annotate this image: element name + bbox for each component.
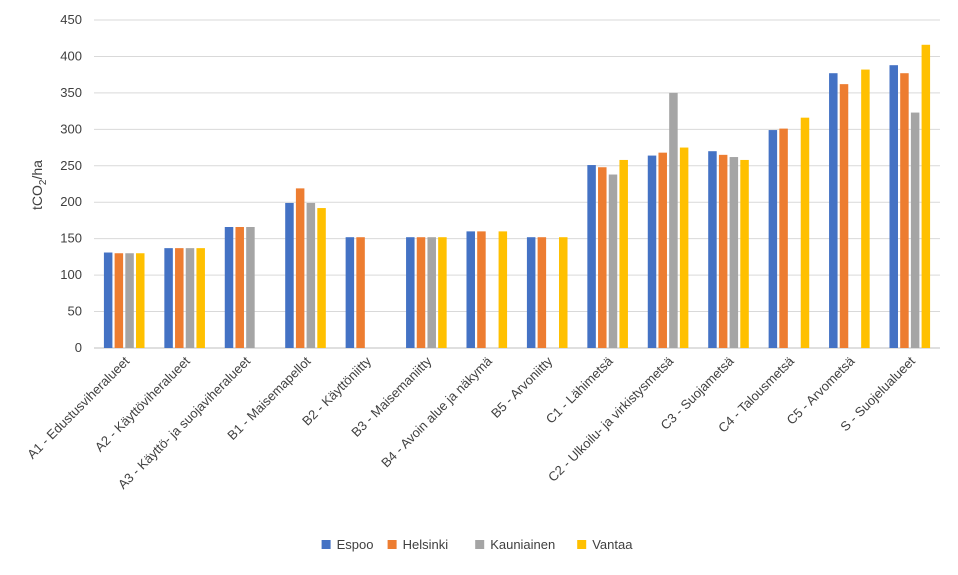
- bar-kauniainen: [125, 253, 134, 348]
- bar-kauniainen: [729, 157, 739, 348]
- bar-kauniainen: [246, 227, 255, 348]
- bar-helsinki: [900, 73, 909, 348]
- x-tick-label: B5 - Arvoniitty: [488, 353, 556, 421]
- bar-kauniainen: [185, 248, 195, 348]
- bar-espoo: [526, 237, 536, 348]
- bar-espoo: [406, 237, 415, 348]
- bar-espoo: [164, 248, 173, 348]
- bar-helsinki: [235, 227, 244, 348]
- legend-swatch: [321, 540, 331, 549]
- bar-espoo: [224, 227, 234, 348]
- bar-helsinki: [537, 237, 547, 348]
- y-tick-label: 450: [60, 12, 82, 27]
- bar-vantaa: [136, 253, 145, 348]
- bar-helsinki: [779, 128, 788, 348]
- bar-espoo: [889, 65, 898, 349]
- bars: [103, 44, 931, 349]
- gridlines: [94, 19, 940, 349]
- legend: Espoo Helsinki Kauniainen Vantaa: [321, 537, 633, 552]
- x-tick-label: A1 - Edustusviheralueet: [24, 353, 132, 461]
- bar-kauniainen: [910, 112, 920, 349]
- bar-vantaa: [438, 237, 447, 348]
- bar-helsinki: [839, 84, 849, 349]
- bar-vantaa: [921, 44, 931, 348]
- bar-helsinki: [658, 152, 667, 348]
- legend-label: Espoo: [337, 537, 374, 552]
- y-tick-label: 0: [75, 340, 82, 355]
- legend-swatch: [387, 540, 397, 549]
- bar-vantaa: [861, 69, 870, 348]
- bar-espoo: [103, 252, 113, 348]
- bar-vantaa: [619, 159, 628, 348]
- bar-helsinki: [416, 237, 426, 348]
- legend-label: Kauniainen: [490, 537, 555, 552]
- legend-swatch: [577, 540, 587, 549]
- y-tick-label: 350: [60, 85, 82, 100]
- bar-vantaa: [740, 159, 749, 348]
- bar-helsinki: [356, 237, 365, 348]
- bar-vantaa: [679, 147, 689, 348]
- y-tick-label: 300: [60, 121, 82, 136]
- bar-espoo: [829, 73, 838, 348]
- bar-helsinki: [718, 154, 728, 348]
- bar-vantaa: [196, 248, 205, 348]
- bar-kauniainen: [306, 202, 316, 348]
- bar-vantaa: [559, 237, 568, 348]
- bar-espoo: [587, 165, 596, 348]
- y-tick-label: 200: [60, 194, 82, 209]
- y-tick-label: 100: [60, 267, 82, 282]
- bar-espoo: [345, 237, 355, 348]
- x-tick-label: C2 - Ulkoilu- ja virkistysmetsä: [545, 353, 677, 485]
- bar-kauniainen: [427, 237, 436, 348]
- bar-helsinki: [175, 248, 184, 348]
- bar-helsinki: [598, 167, 607, 348]
- y-axis-label: tCO2/ha: [29, 160, 49, 210]
- bar-espoo: [285, 202, 294, 348]
- legend-label: Helsinki: [403, 537, 449, 552]
- y-tick-label: 250: [60, 158, 82, 173]
- legend-label: Vantaa: [592, 537, 633, 552]
- bar-espoo: [647, 155, 657, 348]
- bar-kauniainen: [669, 92, 678, 348]
- x-tick-label: B4 - Avoin alue ja näkymä: [378, 353, 495, 470]
- y-tick-label: 50: [68, 304, 82, 319]
- bar-espoo: [768, 130, 778, 348]
- bar-helsinki: [477, 231, 486, 348]
- bar-espoo: [708, 151, 717, 348]
- bar-vantaa: [317, 208, 326, 348]
- bar-helsinki: [114, 253, 124, 348]
- legend-swatch: [475, 540, 485, 549]
- bar-vantaa: [800, 117, 810, 348]
- y-tick-label: 400: [60, 48, 82, 63]
- bar-helsinki: [295, 188, 305, 348]
- bar-espoo: [466, 231, 475, 348]
- bar-vantaa: [498, 231, 508, 348]
- bar-kauniainen: [608, 174, 618, 348]
- y-tick-label: 150: [60, 231, 82, 246]
